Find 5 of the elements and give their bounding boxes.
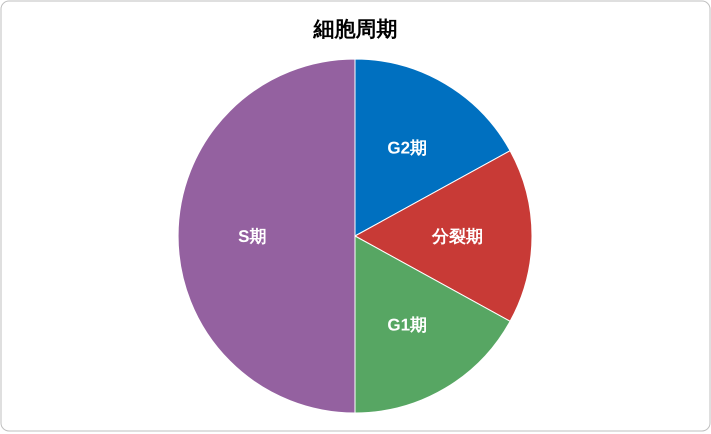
slice-label: G1期 [387, 315, 428, 334]
slice-label: 分裂期 [431, 227, 484, 246]
slice-label: G2期 [387, 138, 428, 158]
slice-label: S期 [238, 227, 267, 246]
chart-title: 細胞周期 [312, 18, 398, 41]
